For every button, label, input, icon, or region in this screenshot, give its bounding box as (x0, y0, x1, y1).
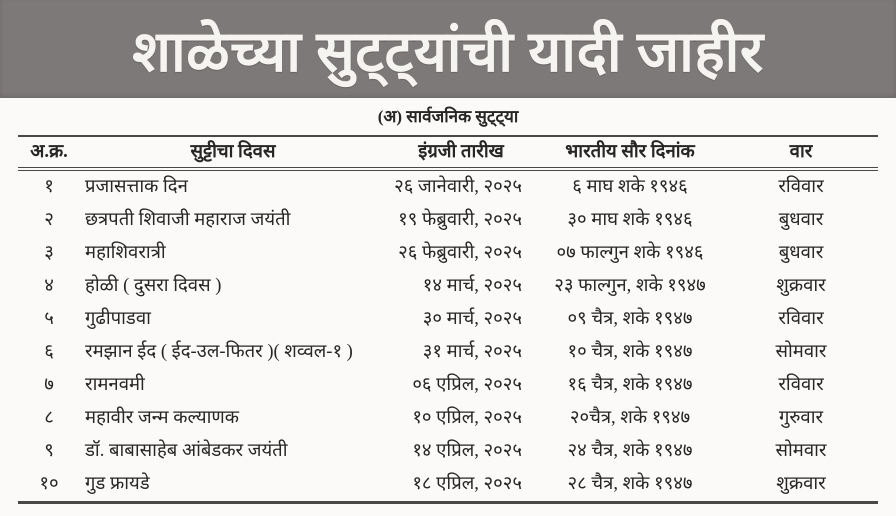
cell-holiday: रामनवमी (85, 375, 145, 396)
holiday-table: अ.क्र. सुट्टीचा दिवस इंग्रजी तारीख भारती… (18, 135, 878, 504)
cell-holiday: प्रजासत्ताक दिन (85, 177, 188, 198)
page: शाळेच्या सुट्ट्यांची यादी जाहीर (अ) सार्… (0, 0, 896, 504)
cell-serial: ५ (44, 309, 54, 330)
cell-date-solar: ६ माघ शके १९४६ (572, 177, 688, 198)
cell-serial: ४ (44, 276, 54, 297)
header-serial: अ.क्र. (30, 141, 68, 162)
cell-date-english: ३१ मार्च, २०२५ (422, 342, 522, 363)
cell-date-solar: ०७ फाल्गुन शके १९४६ (556, 243, 704, 264)
cell-serial: २ (44, 210, 54, 231)
cell-serial: ६ (44, 342, 54, 363)
cell-date-solar: २४ चैत्र, शके १९४७ (567, 441, 693, 462)
cell-date-english: १० एप्रिल, २०२५ (412, 408, 522, 429)
cell-serial: १० (39, 474, 59, 495)
cell-date-solar: २८ चैत्र, शके १९४७ (567, 474, 693, 495)
cell-holiday: गुढीपाडवा (85, 309, 151, 330)
cell-date-english: १४ मार्च, २०२५ (422, 276, 522, 297)
cell-weekday: रविवार (778, 177, 824, 198)
cell-weekday: रविवार (778, 375, 824, 396)
table-row: ९ डॉ. बाबासाहेब आंबेडकर जयंती १४ एप्रिल,… (18, 435, 878, 468)
cell-holiday: डॉ. बाबासाहेब आंबेडकर जयंती (85, 441, 288, 462)
table-row: ३ महाशिवरात्री २६ फेब्रुवारी, २०२५ ०७ फा… (18, 237, 878, 270)
cell-serial: ३ (44, 243, 54, 264)
cell-date-english: १४ एप्रिल, २०२५ (412, 441, 522, 462)
cell-holiday: छत्रपती शिवाजी महाराज जयंती (85, 210, 291, 231)
cell-weekday: सोमवार (775, 342, 827, 363)
page-title: शाळेच्या सुट्ट्यांची यादी जाहीर (132, 21, 764, 84)
cell-date-solar: १० चैत्र, शके १९४७ (567, 342, 693, 363)
header-date-english: इंग्रजी तारीख (418, 141, 504, 162)
cell-date-english: ०६ एप्रिल, २०२५ (412, 375, 522, 396)
table-header-row: अ.क्र. सुट्टीचा दिवस इंग्रजी तारीख भारती… (18, 137, 878, 171)
cell-date-english: १९ फेब्रुवारी, २०२५ (398, 210, 522, 231)
table-row: ४ होळी ( दुसरा दिवस ) १४ मार्च, २०२५ २३ … (18, 270, 878, 303)
cell-serial: ९ (44, 441, 54, 462)
section-subtitle: (अ) सार्वजनिक सुट्ट्या (377, 107, 519, 126)
cell-date-solar: १६ चैत्र, शके १९४७ (567, 375, 693, 396)
cell-holiday: गुड फ्रायडे (85, 474, 150, 495)
cell-holiday: महाशिवरात्री (85, 243, 166, 264)
cell-date-solar: ०९ चैत्र, शके १९४७ (567, 309, 693, 330)
cell-date-solar: २३ फाल्गुन, शके १९४७ (554, 276, 706, 297)
cell-date-english: १८ एप्रिल, २०२५ (412, 474, 522, 495)
cell-date-solar: ३० माघ शके १९४६ (567, 210, 693, 231)
cell-holiday: होळी ( दुसरा दिवस ) (85, 276, 222, 297)
cell-serial: ७ (44, 375, 54, 396)
header-holiday: सुट्टीचा दिवस (190, 141, 276, 162)
header-date-solar: भारतीय सौर दिनांक (565, 141, 695, 162)
table-row: २ छत्रपती शिवाजी महाराज जयंती १९ फेब्रुव… (18, 204, 878, 237)
table-row: ७ रामनवमी ०६ एप्रिल, २०२५ १६ चैत्र, शके … (18, 369, 878, 402)
cell-weekday: शुक्रवार (776, 276, 826, 297)
cell-date-english: २६ फेब्रुवारी, २०२५ (398, 243, 522, 264)
header-weekday: वार (789, 141, 813, 162)
table-row: १० गुड फ्रायडे १८ एप्रिल, २०२५ २८ चैत्र,… (18, 468, 878, 501)
table-row: १ प्रजासत्ताक दिन २६ जानेवारी, २०२५ ६ मा… (18, 171, 878, 204)
cell-weekday: शुक्रवार (776, 474, 826, 495)
cell-serial: ८ (44, 408, 54, 429)
cell-holiday: महावीर जन्म कल्याणक (85, 408, 240, 429)
cell-weekday: सोमवार (775, 441, 827, 462)
cell-holiday: रमझान ईद ( ईद-उल-फितर )( शव्वल-१ ) (85, 342, 353, 363)
cell-weekday: रविवार (778, 309, 824, 330)
table-row: ६ रमझान ईद ( ईद-उल-फितर )( शव्वल-१ ) ३१ … (18, 336, 878, 369)
cell-serial: १ (44, 177, 54, 198)
cell-weekday: बुधवार (778, 210, 824, 231)
cell-date-english: ३० मार्च, २०२५ (422, 309, 522, 330)
cell-weekday: गुरुवार (778, 408, 824, 429)
title-banner: शाळेच्या सुट्ट्यांची यादी जाहीर (0, 0, 896, 98)
cell-date-solar: २०चैत्र, शके १९४७ (569, 408, 691, 429)
table-row: ५ गुढीपाडवा ३० मार्च, २०२५ ०९ चैत्र, शके… (18, 303, 878, 336)
cell-date-english: २६ जानेवारी, २०२५ (394, 177, 522, 198)
cell-weekday: बुधवार (778, 243, 824, 264)
table-row: ८ महावीर जन्म कल्याणक १० एप्रिल, २०२५ २०… (18, 402, 878, 435)
